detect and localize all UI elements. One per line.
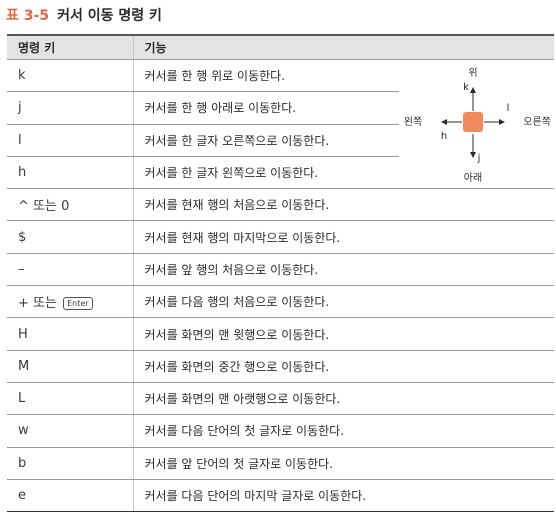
row-key: ^ 또는 0 [7,188,134,222]
cursor-keys-table: 명령 키 기능 k 커서를 한 행 위로 이동한다. [7,34,554,513]
direction-diagram: 위 k 아래 j 왼쪽 h 오른쪽 l [399,59,554,190]
row-function: 커서를 현재 행의 처음으로 이동한다. [133,188,554,222]
table-row: L 커서를 화면의 맨 아랫행으로 이동한다. [7,382,554,416]
down-label: 아래 [464,172,482,184]
row-function: 커서를 현재 행의 마지막으로 이동한다. [133,220,554,254]
row-function: 커서를 화면의 맨 윗행으로 이동한다. [133,317,554,351]
right-key-label: l [507,103,510,114]
row-key: h [7,156,134,190]
row-key: b [7,447,134,480]
row-key: H [7,317,134,351]
table-row: e 커서를 다음 단어의 마지막 글자로 이동한다. [7,479,554,513]
left-key-label: h [441,131,447,142]
table-row: ^ 또는 0 커서를 현재 행의 처음으로 이동한다. [7,188,554,222]
row-key: w [7,414,134,448]
table-row: w 커서를 다음 단어의 첫 글자로 이동한다. [7,414,554,448]
row-key: j [7,91,134,125]
table-row: h 커서를 한 글자 왼쪽으로 이동한다. [7,156,554,190]
table-row: M 커서를 화면의 중간 행으로 이동한다. [7,350,554,383]
header-command-key: 명령 키 [7,34,134,60]
table-row: l 커서를 한 글자 오른쪽으로 이동한다. [7,124,554,157]
cursor-square [463,112,483,132]
row-key: k [7,59,134,93]
row-key: M [7,350,134,383]
header-function: 기능 [133,34,554,60]
row-function: 커서를 앞 단어의 첫 글자로 이동한다. [133,447,554,480]
up-key-label: k [463,82,469,93]
row-key: $ [7,220,134,254]
row-key-text: + 또는 [18,296,57,312]
table-row: H 커서를 화면의 맨 윗행으로 이동한다. [7,317,554,351]
table-caption: 표 3-5 커서 이동 명령 키 [6,4,162,26]
row-key: L [7,382,134,416]
row-function: 커서를 다음 단어의 첫 글자로 이동한다. [133,414,554,448]
table-row: j 커서를 한 행 아래로 이동한다. [7,91,554,125]
row-key: – [7,253,134,287]
table-row: k 커서를 한 행 위로 이동한다. 위 k 아래 [7,59,554,190]
row-function: 커서를 한 글자 왼쪽으로 이동한다. [133,156,399,190]
row-function: 커서를 한 행 위로 이동한다. [133,59,399,93]
up-label: 위 [468,66,477,79]
row-function: 커서를 한 글자 오른쪽으로 이동한다. [133,124,399,157]
row-key: e [7,479,134,513]
left-label: 왼쪽 [404,116,422,128]
enter-key-badge: Enter [63,297,93,311]
table-row: – 커서를 앞 행의 처음으로 이동한다. [7,253,554,287]
caption-title: 커서 이동 명령 키 [57,8,162,24]
row-function: 커서를 다음 행의 처음으로 이동한다. [133,285,554,319]
table-header-row: 명령 키 기능 [7,34,554,60]
row-function: 커서를 한 행 아래로 이동한다. [133,91,399,125]
table-row: $ 커서를 현재 행의 마지막으로 이동한다. [7,220,554,254]
right-label: 오른쪽 [523,116,551,128]
row-function: 커서를 화면의 중간 행으로 이동한다. [133,350,554,383]
caption-number: 표 3-5 [6,8,50,24]
row-key: + 또는 Enter [7,285,134,319]
down-key-label: j [477,153,481,164]
row-key: l [7,124,134,157]
table-row: b 커서를 앞 단어의 첫 글자로 이동한다. [7,447,554,480]
direction-arrows-svg: 위 k 아래 j 왼쪽 h 오른쪽 l [404,66,551,184]
row-function: 커서를 화면의 맨 아랫행으로 이동한다. [133,382,554,416]
table-row: + 또는 Enter 커서를 다음 행의 처음으로 이동한다. [7,285,554,319]
row-function: 커서를 앞 행의 처음으로 이동한다. [133,253,554,287]
row-function: 커서를 다음 단어의 마지막 글자로 이동한다. [133,479,554,513]
